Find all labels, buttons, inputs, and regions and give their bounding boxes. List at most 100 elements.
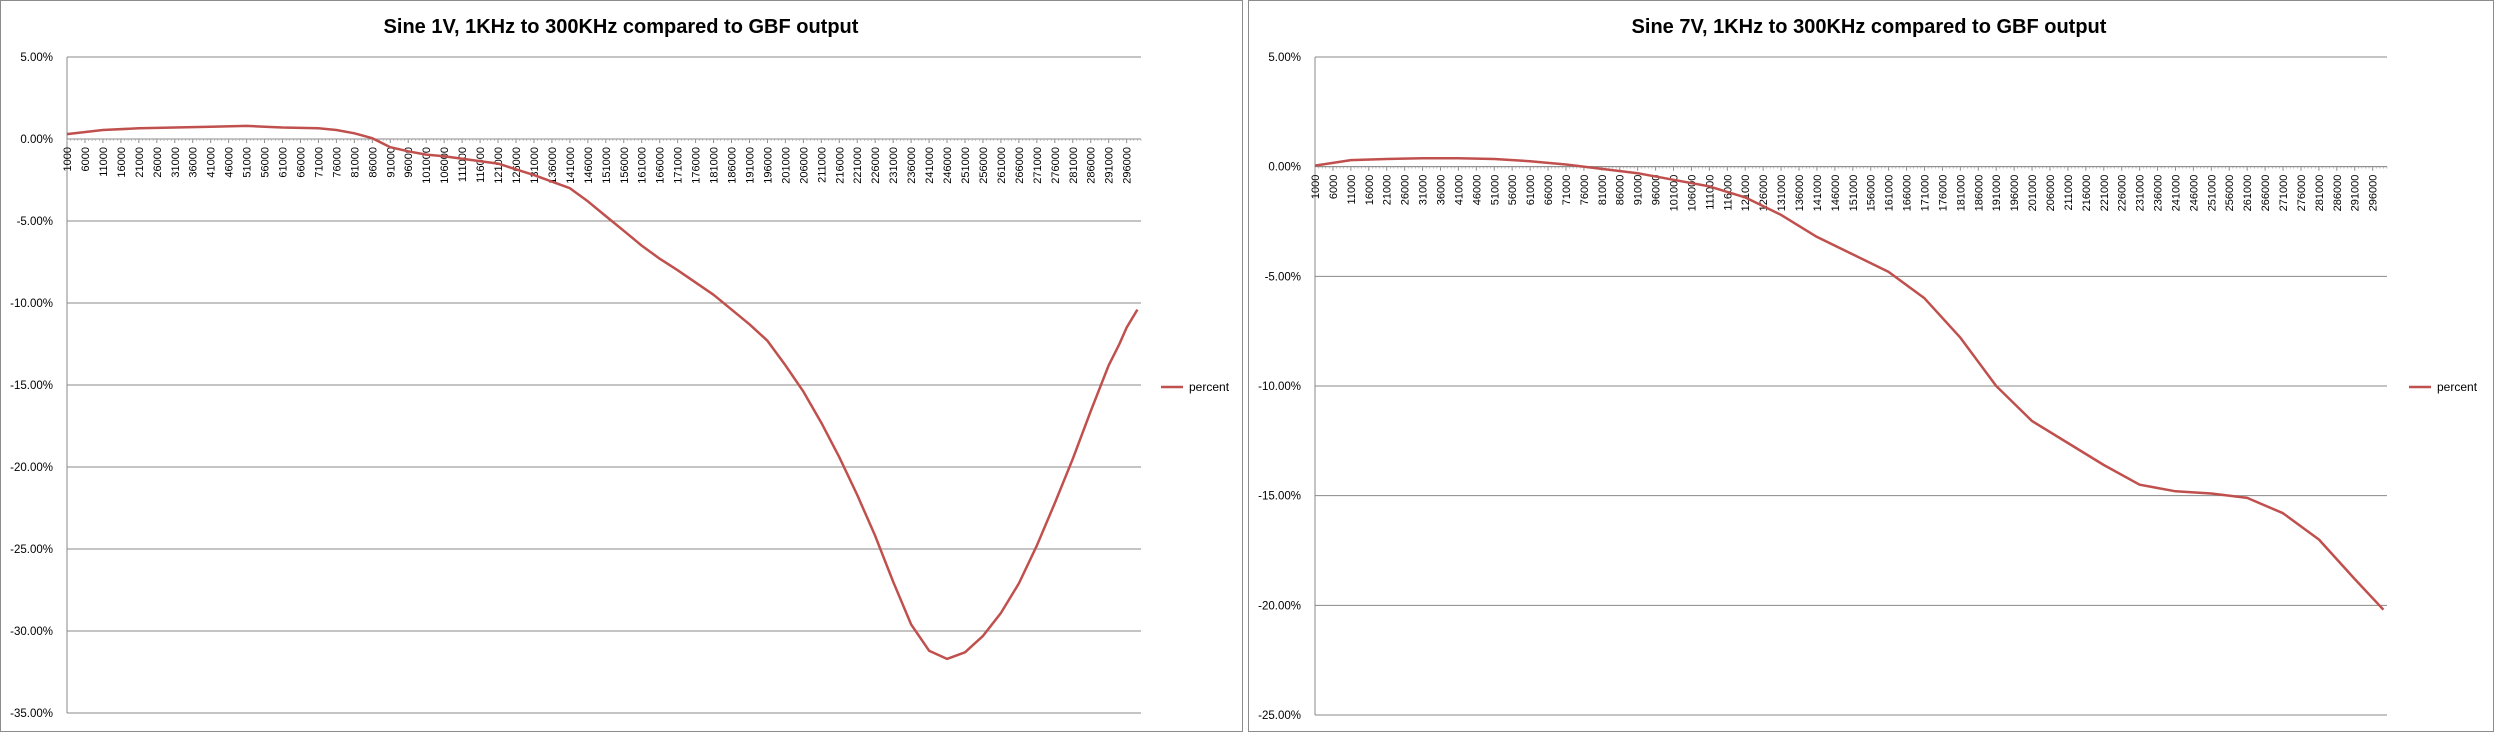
x-tick-label: 46000 [224, 147, 236, 178]
x-tick-label: 76000 [1579, 175, 1591, 206]
x-tick-label: 146000 [583, 147, 595, 184]
x-tick-label: 136000 [547, 147, 559, 184]
x-tick-label: 1000 [62, 147, 74, 171]
x-tick-label: 206000 [798, 147, 810, 184]
x-tick-label: 211000 [816, 147, 828, 183]
x-tick-label: 156000 [1866, 175, 1878, 212]
y-tick-label: 5.00% [1268, 52, 1301, 64]
chart-title: Sine 1V, 1KHz to 300KHz compared to GBF … [384, 16, 859, 38]
x-tick-label: 96000 [1651, 175, 1663, 206]
y-tick-label: 0.00% [20, 134, 53, 146]
x-tick-label: 131000 [1776, 175, 1788, 212]
x-tick-label: 111000 [457, 147, 469, 182]
x-tick-label: 141000 [1812, 175, 1824, 212]
y-tick-label: -10.00% [10, 298, 53, 310]
x-tick-label: 266000 [2260, 175, 2272, 212]
x-tick-label: 6000 [80, 147, 92, 171]
x-tick-label: 31000 [170, 147, 182, 178]
x-tick-label: 171000 [673, 147, 685, 184]
y-tick-label: -25.00% [10, 544, 53, 556]
x-tick-label: 11000 [1346, 175, 1358, 205]
x-tick-label: 181000 [1955, 175, 1967, 212]
x-tick-label: 286000 [2332, 175, 2344, 212]
y-tick-label: -15.00% [1258, 491, 1301, 503]
y-tick-label: 0.00% [1268, 162, 1301, 174]
x-tick-label: 166000 [655, 147, 667, 184]
x-tick-label: 91000 [385, 147, 397, 178]
x-tick-label: 281000 [1068, 147, 1080, 184]
chart-panel-1v: Sine 1V, 1KHz to 300KHz compared to GBF … [0, 0, 1243, 732]
x-tick-label: 126000 [511, 147, 523, 184]
x-tick-label: 171000 [1919, 175, 1931, 212]
x-tick-label: 56000 [1507, 175, 1519, 206]
x-tick-label: 71000 [1561, 175, 1573, 206]
x-tick-label: 151000 [601, 147, 613, 184]
x-tick-label: 111000 [1704, 175, 1716, 210]
x-tick-label: 16000 [116, 147, 128, 178]
x-tick-label: 236000 [906, 147, 918, 184]
x-tick-label: 201000 [780, 147, 792, 184]
x-tick-label: 216000 [834, 147, 846, 184]
x-tick-label: 191000 [1991, 175, 2003, 212]
x-tick-label: 196000 [2009, 175, 2021, 212]
x-tick-label: 21000 [1382, 175, 1394, 206]
x-tick-label: 261000 [996, 147, 1008, 184]
x-tick-label: 161000 [1884, 175, 1896, 212]
legend-label: percent [2437, 380, 2478, 394]
x-tick-label: 41000 [1453, 175, 1465, 206]
x-tick-label: 56000 [260, 147, 272, 178]
x-tick-label: 116000 [475, 147, 487, 183]
chart-7v-svg: Sine 7V, 1KHz to 300KHz compared to GBF … [1258, 16, 2478, 722]
x-tick-label: 216000 [2081, 175, 2093, 212]
x-tick-label: 221000 [2099, 175, 2111, 212]
y-tick-label: -15.00% [10, 380, 53, 392]
chart-1v-svg: Sine 1V, 1KHz to 300KHz compared to GBF … [10, 16, 1230, 720]
x-tick-label: 51000 [1489, 175, 1501, 206]
x-tick-label: 121000 [1740, 175, 1752, 212]
x-tick-label: 241000 [2170, 175, 2182, 212]
x-tick-label: 106000 [439, 147, 451, 184]
x-tick-label: 76000 [331, 147, 343, 178]
x-tick-label: 66000 [295, 147, 307, 178]
chart-title: Sine 7V, 1KHz to 300KHz compared to GBF … [1632, 16, 2107, 38]
x-tick-label: 206000 [2045, 175, 2057, 212]
x-tick-label: 81000 [1597, 175, 1609, 206]
x-tick-label: 156000 [619, 147, 631, 184]
y-tick-label: -20.00% [10, 462, 53, 474]
x-tick-label: 226000 [870, 147, 882, 184]
x-tick-label: 176000 [1937, 175, 1949, 212]
x-tick-label: 106000 [1686, 175, 1698, 212]
x-tick-label: 136000 [1794, 175, 1806, 212]
x-tick-label: 86000 [1615, 175, 1627, 206]
series-line-percent [1314, 157, 2385, 611]
x-tick-label: 291000 [1104, 147, 1116, 184]
x-tick-label: 251000 [960, 147, 972, 184]
x-tick-label: 241000 [924, 147, 936, 184]
x-tick-label: 61000 [1525, 175, 1537, 206]
x-tick-label: 291000 [2350, 175, 2362, 212]
y-tick-label: -25.00% [1258, 710, 1301, 722]
y-tick-label: -5.00% [17, 216, 53, 228]
x-tick-label: 101000 [421, 147, 433, 184]
x-tick-label: 91000 [1633, 175, 1645, 206]
x-tick-label: 201000 [2027, 175, 2039, 212]
x-tick-label: 251000 [2206, 175, 2218, 212]
x-tick-label: 101000 [1669, 175, 1681, 212]
series-line-percent [66, 124, 1139, 661]
x-tick-label: 211000 [2063, 175, 2075, 211]
x-tick-label: 226000 [2117, 175, 2129, 212]
x-tick-label: 16000 [1364, 175, 1376, 206]
x-tick-label: 36000 [1435, 175, 1447, 206]
x-tick-label: 141000 [565, 147, 577, 184]
x-tick-label: 231000 [888, 147, 900, 184]
x-tick-label: 256000 [2224, 175, 2236, 212]
x-tick-label: 21000 [134, 147, 146, 178]
x-tick-label: 51000 [242, 147, 254, 178]
x-tick-label: 186000 [1973, 175, 1985, 212]
x-tick-label: 276000 [2296, 175, 2308, 212]
x-tick-label: 256000 [978, 147, 990, 184]
x-tick-label: 146000 [1830, 175, 1842, 212]
x-tick-label: 231000 [2135, 175, 2147, 212]
x-tick-label: 6000 [1328, 175, 1340, 199]
x-tick-label: 271000 [1032, 147, 1044, 184]
